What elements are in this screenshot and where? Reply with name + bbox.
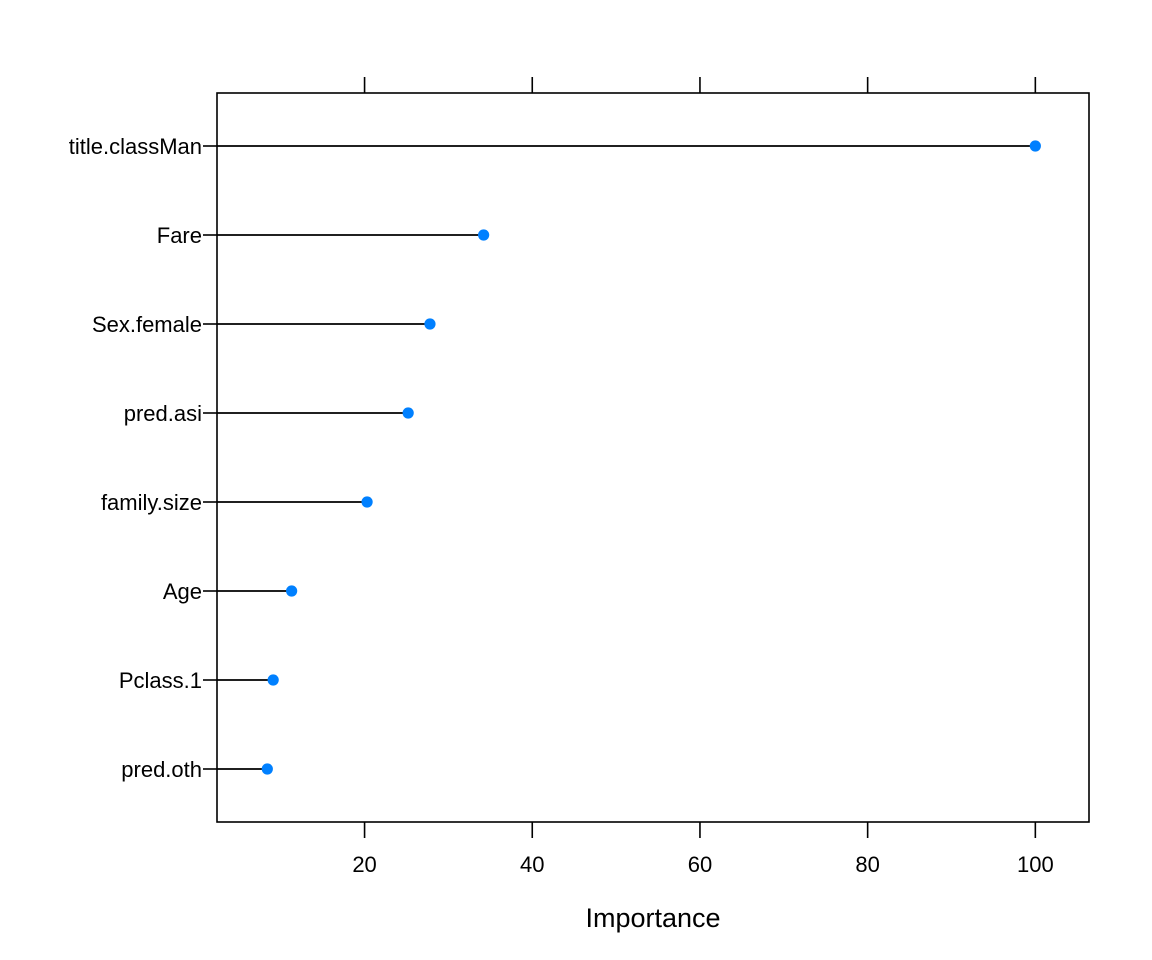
bottom-axis-ticks <box>363 822 1037 838</box>
category-label: family.size <box>101 490 202 515</box>
category-label: pred.oth <box>121 757 202 782</box>
x-tick-label: 60 <box>688 852 712 877</box>
category-label: pred.asi <box>124 401 202 426</box>
y-axis-category-labels: title.classMan Fare Sex.female pred.asi fami… <box>69 134 202 782</box>
x-tick-label: 100 <box>1017 852 1054 877</box>
importance-point <box>1029 140 1041 152</box>
x-tick-label: 40 <box>520 852 544 877</box>
importance-point <box>286 585 298 597</box>
importance-points <box>261 140 1041 775</box>
category-label: title.classMan <box>69 134 202 159</box>
importance-point <box>402 407 414 419</box>
x-tick-label: 20 <box>352 852 376 877</box>
x-axis-tick-labels: 20 40 60 80 100 <box>352 852 1053 877</box>
top-axis-ticks <box>363 77 1037 93</box>
x-tick-label: 80 <box>855 852 879 877</box>
category-label: Sex.female <box>92 312 202 337</box>
category-label: Fare <box>157 223 202 248</box>
y-axis-ticks <box>203 145 217 770</box>
plot-frame <box>216 92 1090 823</box>
importance-point <box>424 318 436 330</box>
importance-point <box>261 763 273 775</box>
category-label: Pclass.1 <box>119 668 202 693</box>
importance-point <box>267 674 279 686</box>
category-label: Age <box>163 579 202 604</box>
x-axis-title: Importance <box>585 903 720 933</box>
importance-point <box>361 496 373 508</box>
importance-point <box>478 229 490 241</box>
importance-stems <box>217 145 1036 770</box>
